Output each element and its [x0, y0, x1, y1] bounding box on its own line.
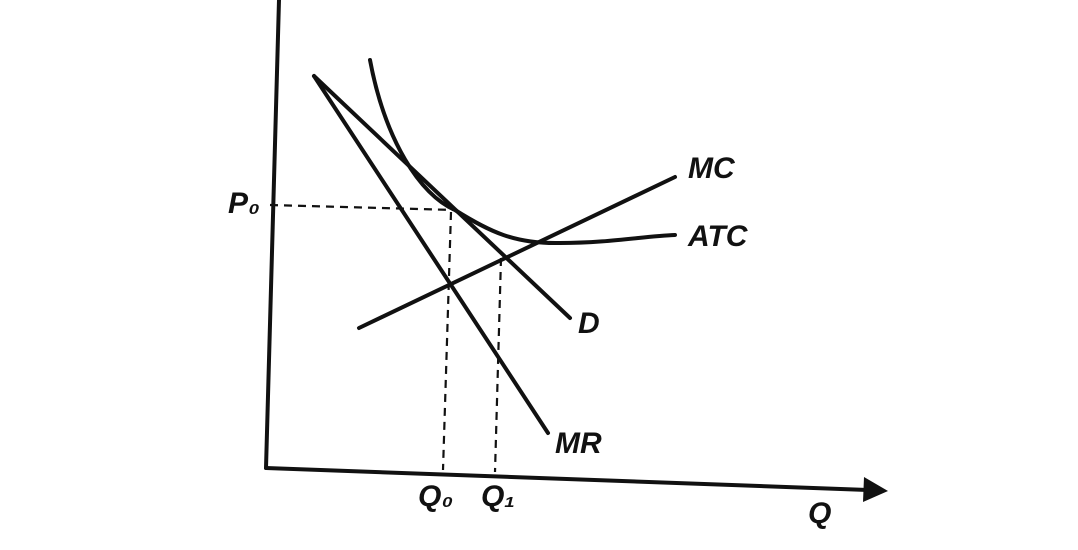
q1-guide: [493, 257, 503, 473]
mr-curve: [312, 74, 550, 435]
x-axis-label: Q: [808, 497, 831, 530]
q1-label: Q₁: [481, 480, 515, 513]
x-axis-arrow: [863, 477, 888, 502]
q0-label: Q₀: [418, 480, 453, 513]
q0-guide: [441, 211, 453, 471]
x-axis: [264, 466, 870, 492]
atc-curve: [368, 58, 677, 246]
demand-label: D: [578, 307, 600, 340]
p0-label: P₀: [228, 187, 260, 220]
mc-curve: [357, 175, 677, 330]
atc-label: ATC: [687, 220, 749, 253]
mc-label: MC: [688, 152, 736, 185]
y-axis: [264, 0, 281, 470]
demand-curve: [312, 74, 572, 320]
mr-label: MR: [555, 427, 602, 460]
p0-guide: [269, 203, 456, 212]
